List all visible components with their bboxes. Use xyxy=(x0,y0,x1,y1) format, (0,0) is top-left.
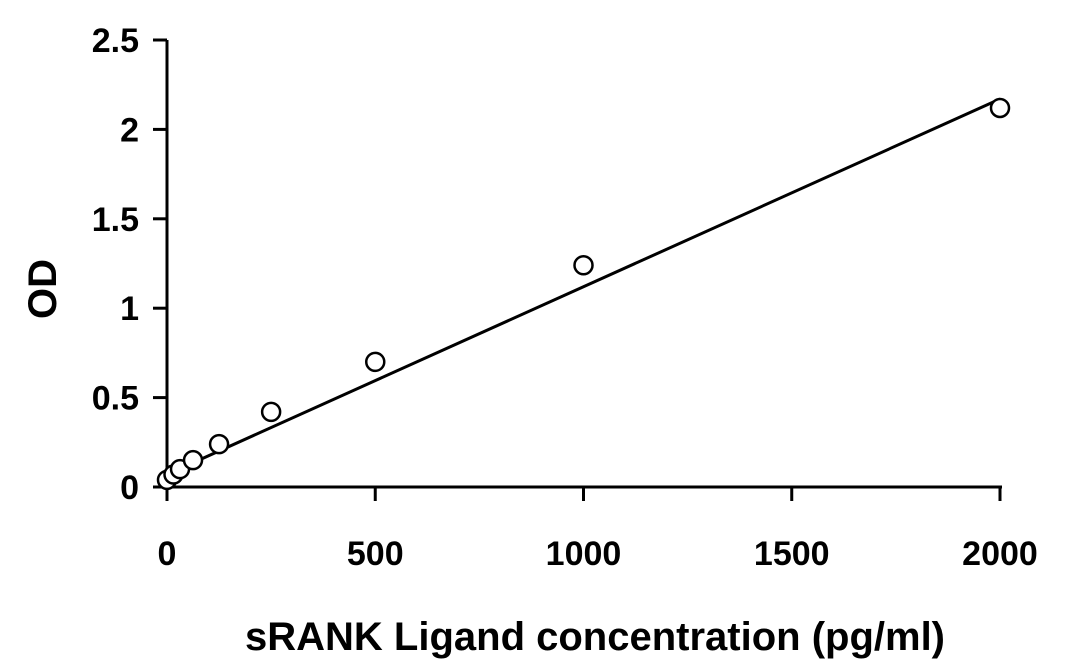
data-point xyxy=(182,449,204,471)
x-tick-label: 2000 xyxy=(962,535,1038,573)
y-tick-label: 1.5 xyxy=(92,201,139,239)
trendline xyxy=(166,97,1001,476)
tick-labels: 0 0.5 1 1.5 2 2.5 0 500 1000 1500 2000 xyxy=(92,22,1038,573)
x-tick-label: 500 xyxy=(347,535,404,573)
trendline-layer xyxy=(166,97,1001,476)
y-axis-title: OD xyxy=(21,259,65,319)
y-tick-label: 2 xyxy=(120,111,139,149)
x-tick-label: 1500 xyxy=(754,535,830,573)
data-point xyxy=(365,351,386,373)
data-point xyxy=(989,97,1011,119)
x-tick-label: 1000 xyxy=(546,535,622,573)
axes xyxy=(153,38,1002,501)
data-point xyxy=(260,401,282,423)
y-tick-label: 0.5 xyxy=(92,380,139,418)
data-point xyxy=(208,433,230,455)
x-axis-title: sRANK Ligand concentration (pg/ml) xyxy=(245,615,945,659)
y-tick-label: 1 xyxy=(120,290,139,328)
data-points xyxy=(156,97,1011,491)
y-tick-label: 2.5 xyxy=(92,22,139,60)
x-tick-label: 0 xyxy=(158,535,177,573)
data-point xyxy=(573,255,594,276)
y-tick-label: 0 xyxy=(120,469,139,507)
